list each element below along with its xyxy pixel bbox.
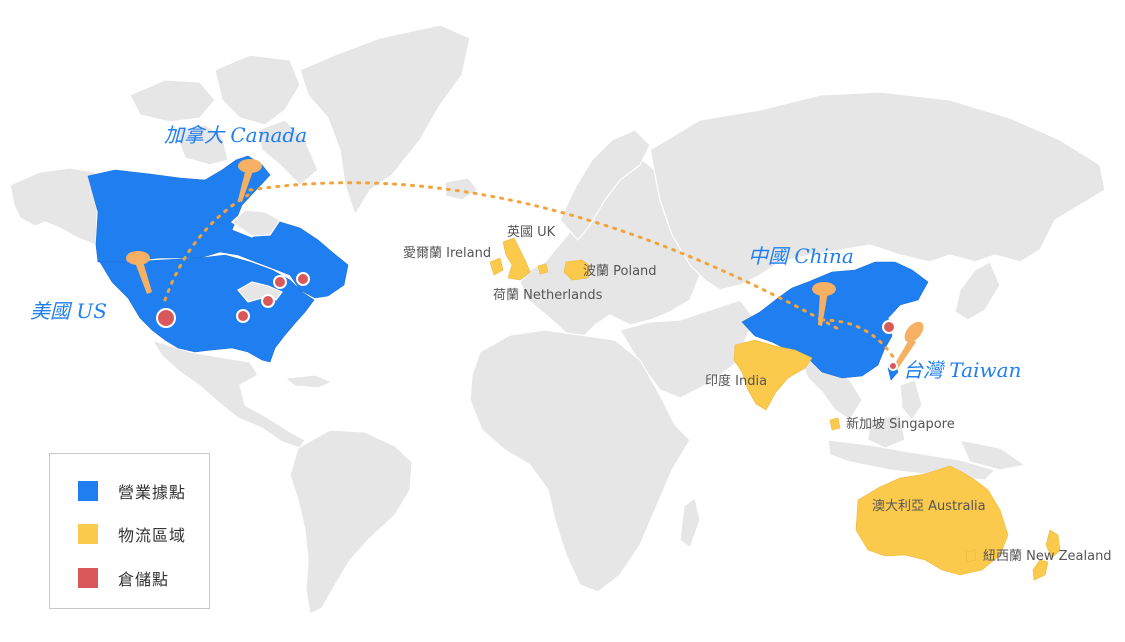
label-china: 中國 China [748, 244, 854, 268]
land-scandinavia [559, 129, 651, 241]
region-tasmania [965, 549, 977, 563]
warehouse-dot-canada-2 [296, 272, 310, 286]
land-arctic-islands-2 [214, 54, 301, 126]
land-caribbean [283, 374, 334, 389]
region-us [99, 254, 315, 363]
map-legend: 營業據點 物流區域 倉儲點 [49, 453, 210, 609]
land-africa [469, 329, 691, 593]
label-singapore: 新加坡 Singapore [846, 416, 955, 432]
warehouse-dot-canada-1 [273, 275, 287, 289]
route-china-taiwan [820, 318, 897, 362]
pin-taiwan [893, 321, 924, 370]
legend-label-logistics: 物流區域 [118, 526, 187, 545]
land-japan [954, 261, 1001, 321]
pin-canada [238, 159, 262, 202]
legend-label-business: 營業據點 [118, 483, 187, 502]
region-ireland [489, 257, 504, 276]
warehouse-dot-us-east-1 [261, 294, 275, 308]
label-canada: 加拿大 Canada [164, 123, 307, 147]
land-greenland [299, 24, 471, 217]
label-poland: 波蘭 Poland [583, 263, 657, 279]
label-india: 印度 India [705, 373, 767, 389]
label-taiwan: 台灣 Taiwan [903, 358, 1021, 382]
land-iceland [444, 177, 479, 201]
label-australia: 澳大利亞 Australia [872, 498, 986, 514]
land-madagascar [679, 496, 701, 549]
hudson-bay [231, 209, 281, 237]
land-baffin [257, 119, 319, 186]
label-us: 美國 US [30, 299, 107, 323]
warehouse-dot-us-central [236, 309, 250, 323]
land-new-guinea [958, 439, 1027, 471]
region-india [733, 339, 813, 411]
label-uk: 英國 UK [507, 225, 556, 240]
pin-china [812, 282, 836, 326]
warehouse-dot-china [882, 320, 896, 334]
warehouse-dot-taiwan [888, 361, 898, 371]
land-mexico [150, 338, 306, 449]
legend-item-business: 營業據點 [78, 480, 186, 502]
land-arctic-islands-3 [174, 124, 229, 166]
legend-item-logistics: 物流區域 [78, 523, 186, 545]
legend-swatch-warehouse [78, 568, 98, 588]
region-poland [563, 259, 591, 281]
legend-swatch-business [78, 481, 98, 501]
region-canada [87, 155, 349, 299]
legend-item-warehouse: 倉儲點 [78, 567, 169, 589]
land-south-america [289, 429, 413, 615]
land-alaska [9, 167, 99, 246]
legend-label-warehouse: 倉儲點 [118, 570, 170, 589]
pin-us [126, 251, 152, 294]
land-philippines [899, 379, 923, 422]
land-arctic-islands [129, 79, 216, 123]
warehouse-dot-us-west [156, 308, 176, 328]
label-ireland: 愛爾蘭 Ireland [403, 245, 491, 261]
region-uk [502, 237, 531, 281]
region-australia [855, 465, 1009, 576]
label-netherlands: 荷蘭 Netherlands [493, 287, 603, 303]
label-new-zealand: 紐西蘭 New Zealand [983, 548, 1112, 564]
legend-swatch-logistics [78, 524, 98, 544]
land-russia [649, 91, 1106, 291]
land-borneo [867, 414, 906, 449]
region-netherlands [537, 263, 549, 275]
region-singapore [829, 417, 841, 431]
region-new-zealand [1032, 529, 1061, 581]
